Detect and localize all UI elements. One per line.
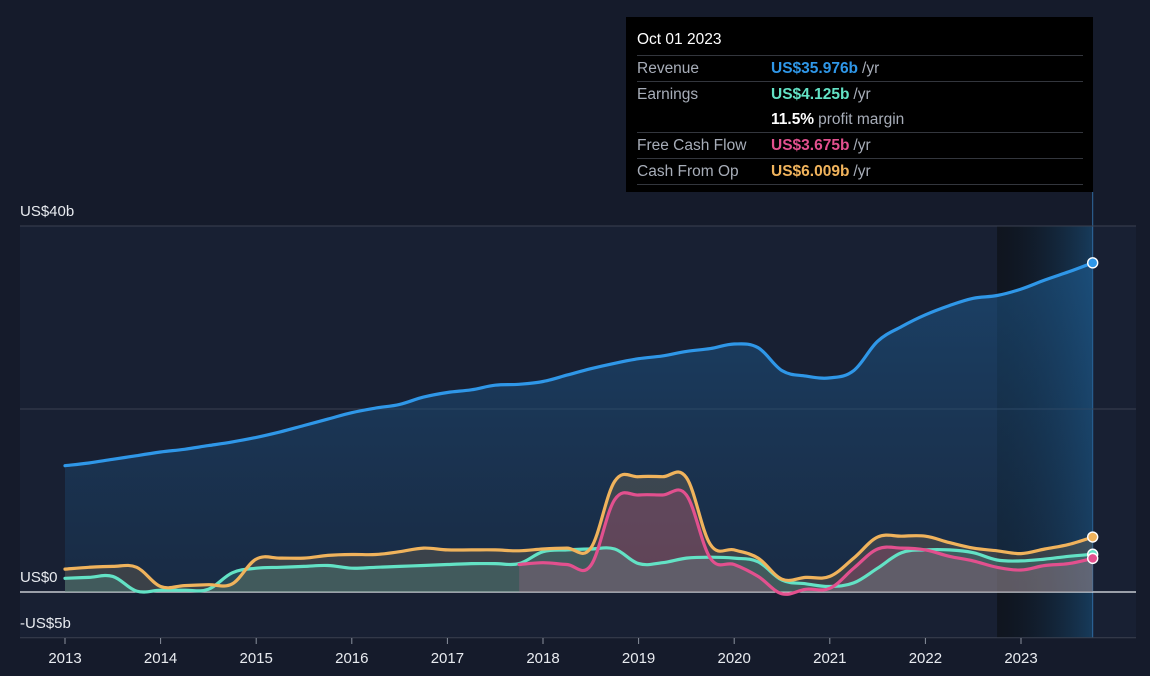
tooltip-revenue-label: Revenue — [637, 60, 700, 77]
tooltip-margin-value: 11.5% — [771, 111, 815, 128]
tooltip-earnings-value: US$4.125b — [771, 86, 850, 103]
x-tick-label: 2019 — [622, 650, 655, 667]
y-axis-label: US$0 — [20, 569, 58, 586]
cfo-line — [63, 470, 1095, 590]
cfo-end-point — [1086, 531, 1099, 543]
tooltip-row-cfo: Cash From Op US$6.009b /yr — [637, 158, 1083, 185]
tooltip-row-fcf: Free Cash Flow US$3.675b /yr — [637, 132, 1083, 158]
x-tick-label: 2022 — [909, 650, 942, 667]
x-tick-label: 2020 — [718, 650, 751, 667]
tooltip-cfo-value: US$6.009b — [771, 163, 850, 180]
fcf-line — [517, 488, 1095, 596]
x-tick-label: 2023 — [1004, 650, 1037, 667]
x-tick-label: 2016 — [335, 650, 368, 667]
tooltip-earnings-unit: /yr — [853, 86, 871, 103]
tooltip-revenue-value: US$35.976b — [771, 60, 859, 77]
revenue-end-point — [1086, 257, 1099, 269]
tooltip-earnings-label: Earnings — [637, 86, 699, 103]
tooltip-row-revenue: Revenue US$35.976b /yr — [637, 55, 1083, 81]
y-axis-label: US$40b — [20, 203, 74, 220]
x-tick-label: 2015 — [240, 650, 273, 667]
revenue-area — [65, 262, 1093, 592]
fcf-end-point — [1086, 552, 1099, 565]
x-tick-label: 2014 — [144, 650, 177, 667]
chart-tooltip: Oct 01 2023 Revenue US$35.976b /yr Earni… — [626, 17, 1093, 192]
tooltip-fcf-unit: /yr — [853, 137, 871, 154]
tooltip-fcf-value: US$3.675b — [771, 137, 850, 154]
tooltip-cfo-label: Cash From Op — [637, 163, 739, 180]
tooltip-cfo-unit: /yr — [853, 163, 871, 180]
x-tick-label: 2018 — [526, 650, 559, 667]
revenue-line — [63, 261, 1095, 468]
y-axis-label: -US$5b — [20, 615, 71, 632]
cfo-area — [65, 471, 1093, 592]
tooltip-revenue-unit: /yr — [862, 60, 880, 77]
x-tick-label: 2013 — [48, 650, 81, 667]
tooltip-row-margin: 11.5% profit margin — [637, 107, 1083, 132]
fcf-area — [519, 489, 1093, 595]
tooltip-margin-spacer — [637, 107, 771, 132]
tooltip-margin-label: profit margin — [818, 111, 905, 128]
tooltip-row-earnings: Earnings US$4.125b /yr — [637, 81, 1083, 107]
x-tick-label: 2017 — [431, 650, 464, 667]
x-tick-label: 2021 — [813, 650, 846, 667]
tooltip-date: Oct 01 2023 — [637, 31, 722, 48]
tooltip-fcf-label: Free Cash Flow — [637, 137, 747, 154]
